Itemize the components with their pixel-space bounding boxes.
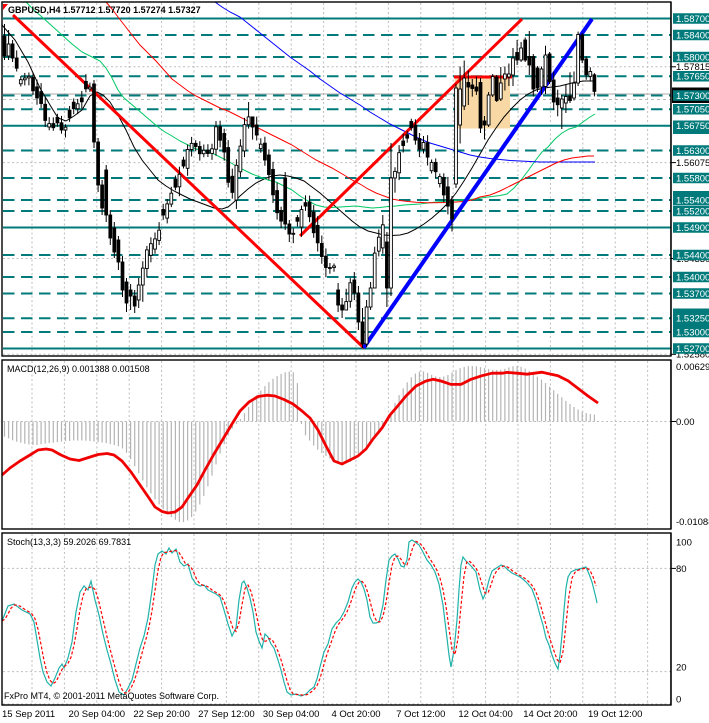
svg-text:19 Oct 12:00: 19 Oct 12:00 [588, 709, 642, 720]
svg-text:12 Oct 04:00: 12 Oct 04:00 [458, 709, 512, 720]
svg-text:4 Oct 20:00: 4 Oct 20:00 [331, 709, 380, 720]
svg-text:30 Sep 04:00: 30 Sep 04:00 [263, 709, 320, 720]
svg-text:1.53000: 1.53000 [676, 327, 709, 338]
svg-text:27 Sep 12:00: 27 Sep 12:00 [198, 709, 255, 720]
svg-text:7 Oct 12:00: 7 Oct 12:00 [396, 709, 445, 720]
svg-text:1.54900: 1.54900 [676, 223, 709, 234]
svg-text:15 Sep 2011: 15 Sep 2011 [2, 709, 55, 720]
svg-text:1.56750: 1.56750 [676, 121, 709, 132]
svg-text:1.57650: 1.57650 [676, 72, 709, 83]
svg-text:1.55200: 1.55200 [676, 206, 709, 217]
svg-text:FxPro MT4, © 2001-2011 MetaQuo: FxPro MT4, © 2001-2011 MetaQuotes Softwa… [4, 691, 219, 701]
svg-text:1.57300: 1.57300 [676, 91, 709, 102]
svg-text:0.00629: 0.00629 [676, 362, 709, 373]
svg-text:1.53700: 1.53700 [676, 289, 709, 300]
svg-text:-0.01088: -0.01088 [676, 517, 709, 528]
svg-text:1.55800: 1.55800 [676, 173, 709, 184]
svg-text:1.56300: 1.56300 [676, 146, 709, 157]
svg-text:1.54000: 1.54000 [676, 272, 709, 283]
svg-text:80: 80 [676, 564, 687, 575]
svg-text:1.54400: 1.54400 [676, 250, 709, 261]
svg-text:1.58700: 1.58700 [676, 14, 709, 25]
svg-text:14 Oct 20:00: 14 Oct 20:00 [523, 709, 577, 720]
svg-text:1.57050: 1.57050 [676, 105, 709, 116]
svg-text:1.57815: 1.57815 [676, 62, 709, 73]
svg-text:20 Sep 04:00: 20 Sep 04:00 [69, 709, 126, 720]
svg-text:MACD(12,26,9) 0.001388 0.00150: MACD(12,26,9) 0.001388 0.001508 [7, 364, 150, 374]
svg-text:GBPUSD,H4 1.57712 1.57720 1.5: GBPUSD,H4 1.57712 1.57720 1.57274 1.5732… [8, 5, 201, 15]
svg-text:1.53250: 1.53250 [676, 314, 709, 325]
svg-text:22 Sep 20:00: 22 Sep 20:00 [133, 709, 190, 720]
svg-text:0.00: 0.00 [676, 417, 695, 428]
svg-text:1.52700: 1.52700 [676, 344, 709, 355]
svg-text:1.52580: 1.52580 [676, 350, 709, 361]
svg-text:1.56075: 1.56075 [676, 158, 709, 169]
svg-text:1.55400: 1.55400 [676, 195, 709, 206]
svg-text:1.58400: 1.58400 [676, 30, 709, 41]
svg-text:Stoch(13,3,3) 59.2026 69.7831: Stoch(13,3,3) 59.2026 69.7831 [7, 537, 131, 547]
svg-text:0: 0 [676, 694, 681, 705]
svg-text:20: 20 [676, 662, 687, 673]
svg-text:100: 100 [676, 537, 692, 548]
svg-text:1.58000: 1.58000 [676, 52, 709, 63]
